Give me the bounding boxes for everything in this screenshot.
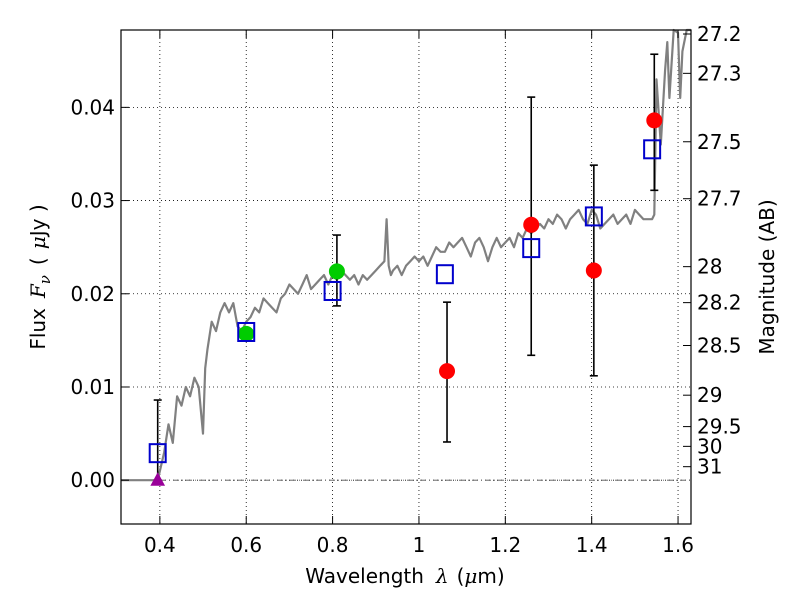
x-axis-symbol: λ (435, 564, 449, 588)
mag-tick-label: 27.2 (697, 22, 742, 46)
y-axis-unit-mu: μ (26, 236, 50, 249)
marker-layer (148, 53, 663, 486)
upper-limit-point (150, 472, 166, 486)
model-photometry-point (435, 264, 454, 285)
model-photometry-point (522, 238, 541, 259)
x-tick-label: 0.4 (144, 533, 176, 557)
x-tick-label: 1.2 (489, 533, 521, 557)
y-tick-label: 0.02 (70, 282, 115, 306)
detection-point (328, 263, 345, 280)
y2-axis-label: Magnitude (AB) (755, 199, 779, 354)
y-axis-label-text: Flux (26, 308, 50, 350)
model-photometry-point (643, 139, 662, 160)
mag-tick-label: 28.2 (697, 291, 742, 315)
mag-tick-label: 31 (697, 455, 722, 479)
mag-tick-label: 29 (697, 383, 722, 407)
model-photometry-point (148, 443, 167, 464)
model-photometry-point (237, 321, 256, 342)
y-tick-label: 0.03 (70, 189, 115, 213)
x-axis-label-text: Wavelength (305, 564, 424, 588)
y-axis-unit-rest: Jy ) (26, 204, 50, 238)
y-tick-label: 0.00 (70, 468, 115, 492)
x-tick-label: 1.6 (662, 533, 694, 557)
y-axis-symbol: F (26, 283, 50, 299)
x-axis-unit-open: ( (457, 564, 465, 588)
x-tick-label: 1.4 (576, 533, 608, 557)
spectrum-line (121, 28, 691, 482)
detection-point (439, 363, 456, 380)
x-tick-label: 0.8 (317, 533, 349, 557)
mag-tick-label: 27.5 (697, 130, 742, 154)
detection-point (585, 262, 602, 279)
x-tick-label: 0.6 (230, 533, 262, 557)
grid-layer (121, 30, 691, 524)
y-axis-label: Flux Fν ( μJy ) (26, 204, 54, 349)
model-photometry-point (323, 280, 342, 301)
mag-tick-label: 30 (697, 434, 722, 458)
detection-point (523, 216, 540, 233)
x-axis-unit-rest: m) (477, 564, 504, 588)
x-tick-label: 1 (413, 533, 426, 557)
spectrum-layer (121, 28, 691, 482)
tick-layer: 0.4 0.6 0.8 1 1.2 1.4 1.6 0.00 0.01 0.02 0.03 0.04 2… (70, 22, 741, 557)
detection-point (238, 325, 255, 342)
x-axis-label: Wavelength λ (μm) (305, 564, 504, 588)
detection-point (646, 112, 663, 129)
plot-background (121, 30, 691, 524)
y-axis-unit-open: ( (26, 257, 50, 265)
mag-tick-label: 29.5 (697, 415, 742, 439)
x-axis-unit-mu: μ (464, 564, 477, 588)
mag-tick-label: 27.3 (697, 61, 742, 85)
y-tick-label: 0.01 (70, 375, 115, 399)
model-photometry-point (584, 206, 603, 227)
plot-frame (120, 29, 692, 525)
y-tick-label: 0.04 (70, 95, 115, 119)
mag-tick-label: 28.5 (697, 334, 742, 358)
mag-tick-label: 27.7 (697, 187, 742, 211)
mag-tick-label: 28 (697, 255, 722, 279)
y-axis-symbol-sub: ν (36, 275, 54, 284)
